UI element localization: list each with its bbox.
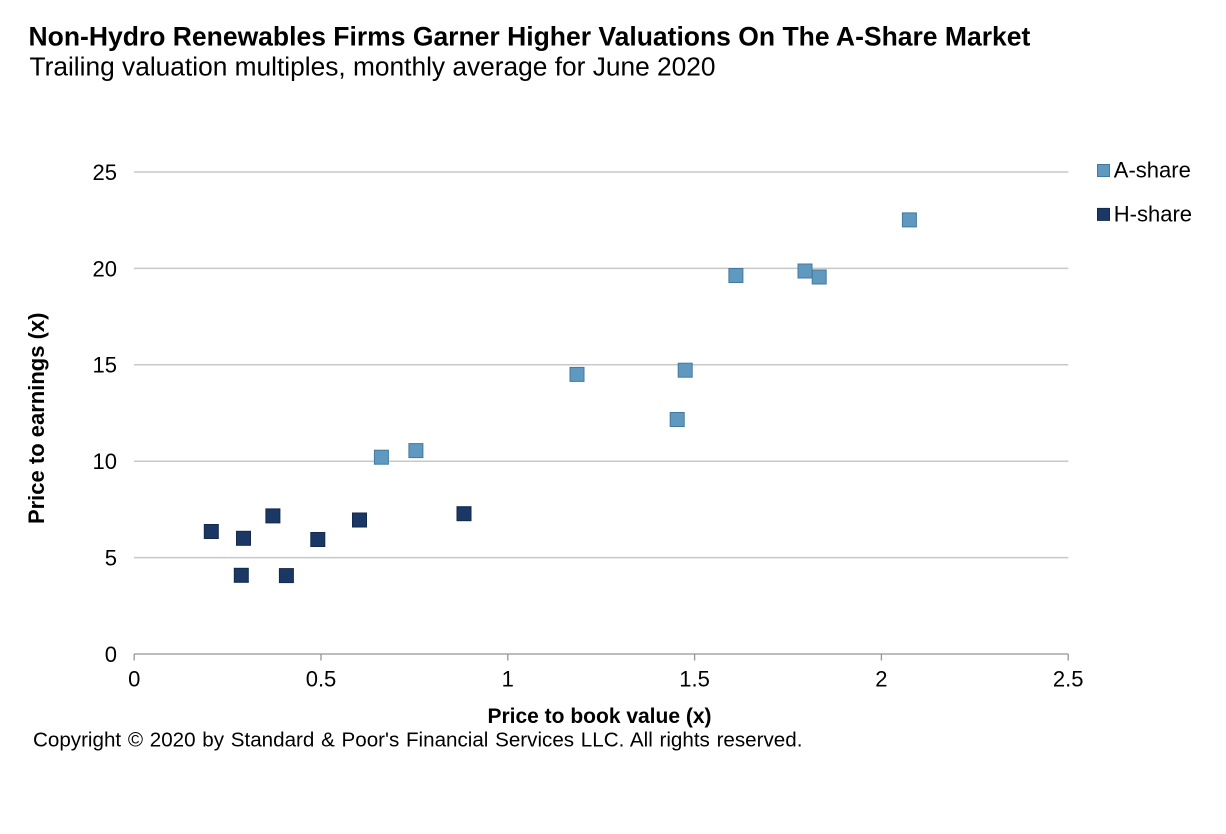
svg-text:Non-Hydro Renewables Firms Gar: Non-Hydro Renewables Firms Garner Higher… xyxy=(29,22,1031,52)
svg-text:2.5: 2.5 xyxy=(1053,667,1084,692)
svg-text:1.5: 1.5 xyxy=(679,667,710,692)
svg-text:H-share: H-share xyxy=(1114,202,1192,227)
svg-text:Price to earnings (x): Price to earnings (x) xyxy=(24,313,49,525)
svg-text:10: 10 xyxy=(93,449,117,474)
svg-text:5: 5 xyxy=(105,546,117,571)
svg-text:Copyright © 2020 by Standard &: Copyright © 2020 by Standard & Poor's Fi… xyxy=(33,729,802,752)
svg-text:20: 20 xyxy=(93,256,117,281)
svg-text:1: 1 xyxy=(502,667,514,692)
svg-text:A-share: A-share xyxy=(1114,158,1191,183)
svg-text:Trailing valuation multiples,: Trailing valuation multiples, monthly av… xyxy=(30,52,716,82)
svg-text:2: 2 xyxy=(875,667,887,692)
svg-text:Price to book value (x): Price to book value (x) xyxy=(487,705,711,728)
svg-text:25: 25 xyxy=(93,160,117,185)
svg-text:0: 0 xyxy=(105,642,117,667)
svg-text:15: 15 xyxy=(93,353,117,378)
svg-text:0.5: 0.5 xyxy=(306,667,337,692)
svg-text:0: 0 xyxy=(128,667,140,692)
